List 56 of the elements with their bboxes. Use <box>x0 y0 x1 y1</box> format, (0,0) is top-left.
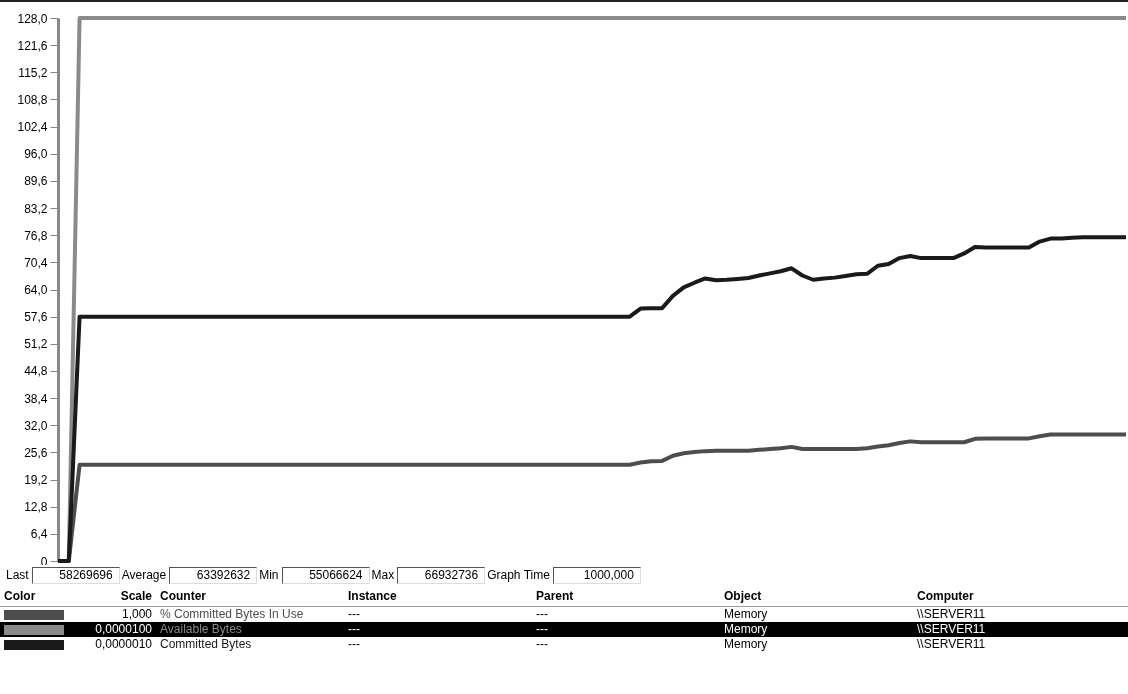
y-tick-label: 57,6 <box>24 310 48 325</box>
text: Average <box>121 568 167 582</box>
text: Graph Time <box>487 568 550 582</box>
text: Memory <box>723 606 769 622</box>
y-tick-label: 102,4 <box>17 120 48 135</box>
text: --- <box>535 637 549 652</box>
text: \\SERVER11 <box>913 622 1128 637</box>
text: 58269696 <box>59 567 113 582</box>
text: % Committed Bytes In Use <box>159 606 305 622</box>
text: 66932736 <box>397 566 486 584</box>
y-tick-label: 96,0 <box>24 147 48 162</box>
text: 1,000 <box>120 606 153 622</box>
text: Memory <box>720 622 913 637</box>
text: Color <box>0 585 78 607</box>
y-tick-label: 19,2 <box>24 473 48 488</box>
y-tick-label: 32,0 <box>24 418 48 433</box>
y-tick-label: 12,8 <box>24 500 48 515</box>
y-tick-label: 6,4 <box>30 527 48 542</box>
text: 0,0000100 <box>78 622 156 637</box>
text: --- <box>532 622 720 637</box>
text: Memory <box>723 637 769 652</box>
y-tick-label: 0 <box>40 554 48 569</box>
text: --- <box>344 622 532 637</box>
y-tick-label: 70,4 <box>24 255 48 270</box>
text: Max <box>371 568 395 582</box>
text: Counter <box>156 585 344 607</box>
y-tick-label: 76,8 <box>24 228 48 243</box>
text: Parent <box>532 585 720 607</box>
text: --- <box>347 637 361 652</box>
y-tick-label: 121,6 <box>17 38 48 53</box>
text: 1000,000 <box>552 566 641 584</box>
text: Available Bytes <box>156 622 344 637</box>
y-tick-label: 128,0 <box>17 11 48 26</box>
text: Instance <box>344 585 532 607</box>
text: Committed Bytes <box>159 637 253 652</box>
text: \\SERVER11 <box>916 637 987 652</box>
text: --- <box>535 606 549 622</box>
text: 63392632 <box>169 566 258 584</box>
text: Last <box>6 568 29 582</box>
text: --- <box>347 606 361 622</box>
text: Min <box>259 568 279 582</box>
text: 0,0000010 <box>94 637 153 652</box>
y-tick-label: 89,6 <box>24 174 48 189</box>
y-tick-label: 64,0 <box>24 283 48 297</box>
y-tick-label: 51,2 <box>24 337 48 352</box>
y-tick-label: 115,2 <box>18 65 48 80</box>
y-tick-label: 44,8 <box>24 364 48 379</box>
y-tick-label: 108,8 <box>17 92 48 107</box>
y-tick-label: 38,4 <box>24 391 48 406</box>
text: \\SERVER11 <box>916 606 987 622</box>
text: Scale <box>78 585 156 607</box>
text: 55066624 <box>281 566 370 584</box>
y-tick-label: 25,6 <box>24 445 48 460</box>
y-tick-label: 83,2 <box>24 201 48 216</box>
text: Computer <box>913 585 1128 607</box>
text: Object <box>720 585 913 607</box>
